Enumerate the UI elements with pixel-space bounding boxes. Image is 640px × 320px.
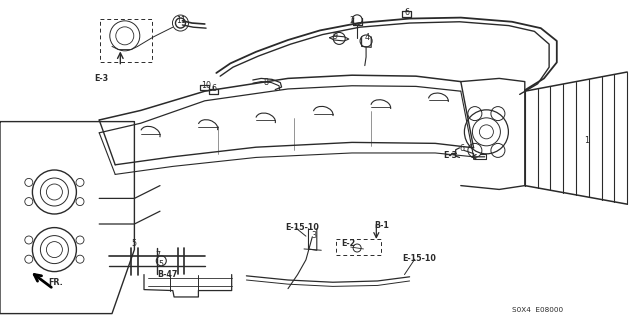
Text: 7: 7 <box>155 252 160 260</box>
Text: B-1: B-1 <box>374 221 389 230</box>
Text: 10: 10 <box>202 81 212 90</box>
Text: 9: 9 <box>333 32 338 41</box>
Text: E-15-10: E-15-10 <box>285 223 319 232</box>
Text: E-3: E-3 <box>95 74 109 83</box>
Text: 5: 5 <box>159 260 164 269</box>
Text: E-3: E-3 <box>444 151 458 160</box>
Text: E-15-10: E-15-10 <box>402 254 436 263</box>
Text: 6: 6 <box>404 8 410 17</box>
Text: 5: 5 <box>131 239 136 248</box>
Text: 8: 8 <box>264 78 269 87</box>
Text: 1: 1 <box>584 136 589 145</box>
Text: 2: 2 <box>349 16 355 25</box>
Text: S0X4  E08000: S0X4 E08000 <box>512 307 563 313</box>
Text: 4: 4 <box>365 33 370 42</box>
Text: 6: 6 <box>211 84 216 92</box>
Text: 6: 6 <box>460 144 465 153</box>
Text: E-2: E-2 <box>341 239 355 248</box>
Text: FR.: FR. <box>48 278 63 287</box>
Text: B-47: B-47 <box>157 270 177 279</box>
Text: 11: 11 <box>176 16 186 25</box>
Text: 3: 3 <box>311 231 316 240</box>
